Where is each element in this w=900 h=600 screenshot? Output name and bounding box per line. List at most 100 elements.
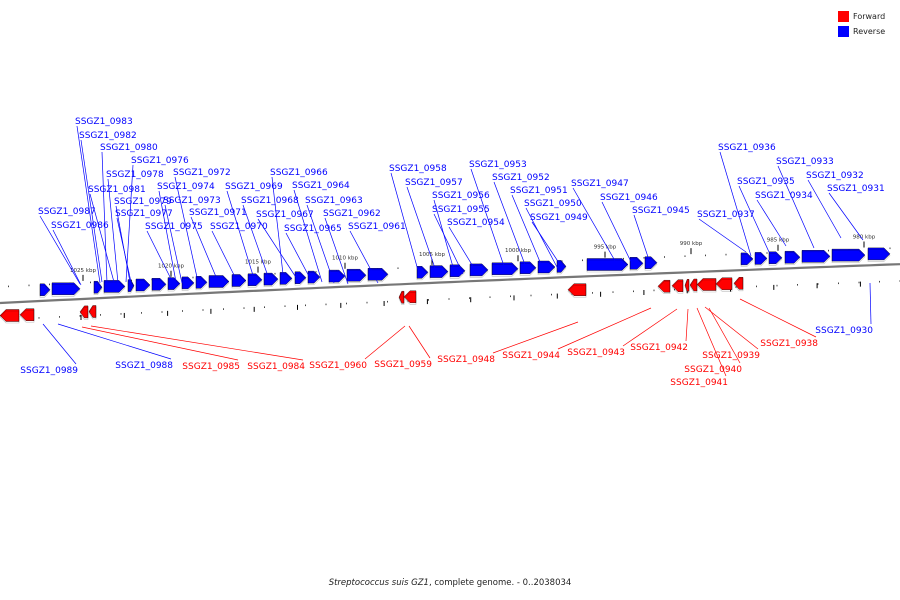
gene-arrow [629, 257, 644, 270]
gene-label: SSGZ1_0980 [100, 143, 158, 153]
ruler-dot [725, 253, 727, 256]
gene-arrow-shadow [556, 261, 567, 275]
gene-label: SSGZ1_0974 [157, 182, 215, 192]
ruler-dot [633, 290, 634, 293]
gene-leader-line [493, 181, 528, 271]
gene-label: SSGZ1_0984 [247, 362, 305, 372]
ruler-dot [366, 301, 368, 304]
gene-arrow [51, 282, 81, 295]
gene-label: SSGZ1_0948 [437, 355, 495, 365]
gene-label: SSGZ1_0962 [323, 209, 381, 219]
gene-label: SSGZ1_0975 [145, 222, 203, 232]
gene-arrow-shadow [768, 253, 783, 266]
gene-label: SSGZ1_0933 [776, 157, 834, 167]
gene-leader-line [242, 204, 271, 283]
gene-arrow [79, 305, 89, 319]
ruler-dot [305, 304, 306, 307]
gene-label: SSGZ1_0955 [432, 205, 490, 215]
reverse-swatch [838, 26, 849, 37]
gene-arrow [715, 277, 733, 290]
gene-arrow [768, 251, 783, 264]
gene-arrow [784, 250, 801, 264]
gene-label: SSGZ1_0936 [718, 143, 776, 153]
ruler-dot [346, 302, 347, 305]
gene-leader-line [226, 190, 256, 283]
ruler-dot [889, 247, 891, 250]
gene-arrow-shadow [657, 281, 671, 295]
gene-arrow-shadow [867, 249, 891, 262]
gene-label: SSGZ1_0965 [284, 224, 342, 234]
ruler-dot [817, 283, 819, 285]
gene-arrow-shadow [328, 271, 346, 284]
ruler-dot [592, 292, 593, 294]
ruler-dot [38, 317, 40, 319]
gene-label: SSGZ1_0959 [374, 360, 432, 370]
gene-label: SSGZ1_0950 [524, 199, 582, 209]
gene-label: SSGZ1_0983 [75, 117, 133, 127]
ruler-dot [100, 314, 101, 316]
gene-leader-line [406, 186, 438, 275]
gene-label: SSGZ1_0961 [348, 222, 406, 232]
gene-arrow-shadow [0, 310, 20, 324]
gene-label: SSGZ1_0960 [309, 361, 367, 371]
gene-arrow [0, 309, 20, 322]
gene-arrow [469, 263, 489, 277]
gene-leader-line [364, 325, 406, 360]
gene-label: SSGZ1_0945 [632, 206, 690, 216]
kbp-tick-label: 1020 kbp [158, 264, 184, 270]
gene-arrow-shadow [429, 266, 449, 280]
gene-label: SSGZ1_0953 [469, 160, 527, 170]
ruler-dot [79, 315, 81, 317]
gene-leader-line [492, 321, 579, 354]
gene-label: SSGZ1_0971 [189, 208, 247, 218]
gene-leader-line [190, 216, 220, 285]
kbp-tick-label: 995 kbp [594, 245, 617, 251]
kbp-tick-label: 1010 kbp [332, 256, 358, 262]
gene-arrow-shadow [19, 309, 35, 323]
gene-arrow-shadow [567, 284, 587, 298]
gene-arrow-shadow [247, 274, 263, 288]
gene-label: SSGZ1_0963 [305, 196, 363, 206]
gene-leader-line [293, 189, 323, 283]
gene-leader-line [828, 192, 864, 241]
gene-leader-line [257, 218, 300, 283]
gene-arrow-shadow [294, 272, 307, 286]
ruler-dot [684, 255, 686, 257]
gene-arrow [167, 277, 181, 290]
ruler-dot [28, 284, 30, 287]
gene-arrow-shadow [181, 278, 195, 291]
gene-arrow-shadow [784, 252, 801, 266]
kbp-tick-label: 1005 kbp [419, 252, 445, 258]
kbp-tick-label: 1025 kbp [70, 268, 96, 274]
gene-leader-line [739, 298, 817, 338]
gene-arrow [19, 308, 35, 321]
gene-label: SSGZ1_0987 [38, 207, 96, 217]
gene-arrow-shadow [469, 265, 489, 278]
gene-label: SSGZ1_0958 [389, 164, 447, 174]
gene-arrow [247, 273, 263, 286]
gene-leader-line [698, 218, 747, 253]
gene-leader-line [622, 308, 678, 347]
ruler-dot [284, 305, 286, 307]
ruler-dot [879, 280, 880, 283]
gene-label: SSGZ1_0969 [225, 182, 283, 192]
gene-arrow-shadow [93, 282, 103, 296]
ruler-dot [448, 298, 450, 300]
gene-label: SSGZ1_0944 [502, 351, 560, 361]
gene-arrow-shadow [537, 262, 556, 275]
gene-arrow [684, 279, 690, 292]
gene-arrow-shadow [79, 307, 89, 320]
ruler-dot [530, 294, 532, 297]
gene-label: SSGZ1_0978 [106, 170, 164, 180]
gene-arrow-shadow [629, 258, 644, 272]
gene-leader-line [557, 307, 652, 350]
gene-label: SSGZ1_0943 [567, 348, 625, 358]
ruler-dot [192, 276, 194, 279]
ruler-dot [489, 296, 491, 298]
gene-arrow-shadow [231, 275, 247, 289]
gene-arrow [429, 265, 449, 278]
ruler-dot [674, 288, 675, 291]
ruler-dot [90, 281, 91, 284]
gene-arrow-shadow [51, 283, 81, 297]
